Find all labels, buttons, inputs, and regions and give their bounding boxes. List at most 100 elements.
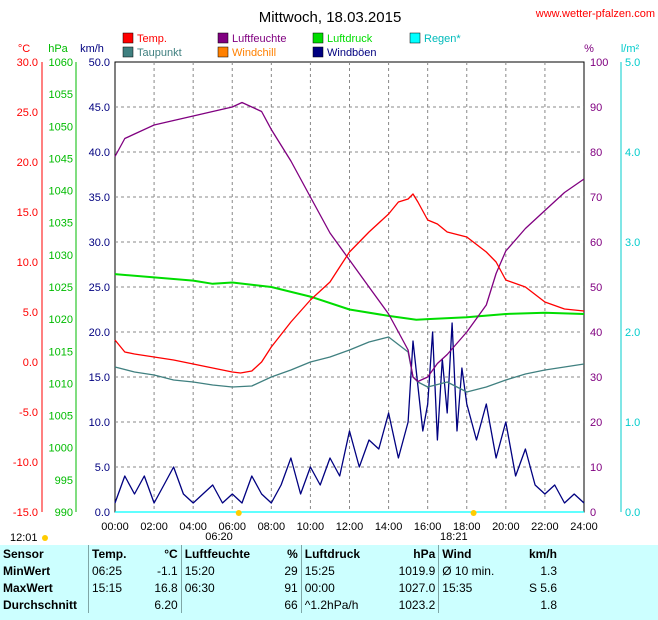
wind-time: 15:35 <box>438 579 516 596</box>
pressure-tick-label: 1060 <box>49 57 73 69</box>
rain-tick-label: 2.0 <box>625 327 640 339</box>
stats-row-max: MaxWert 15:15 16.8 06:30 91 00:00 1027.0… <box>0 579 560 596</box>
hdr-wind-unit: km/h <box>515 545 560 562</box>
pressure-time: 00:00 <box>300 579 383 596</box>
wind-tick-label: 35.0 <box>89 192 110 204</box>
humidity-tick-label: 30 <box>590 372 602 384</box>
x-tick-label: 00:00 <box>101 521 129 533</box>
axis-ticks: 30.0 25.0 20.0 15.0 10.0 5.0 0.0 -5.0 -10.0 -15.0… <box>13 57 640 533</box>
pressure-tick-label: 1055 <box>49 89 73 101</box>
x-tick-label: 24:00 <box>570 521 598 533</box>
statistics-table: Sensor Temp. °C Luftfeuchte % Luftdruck … <box>0 545 560 613</box>
moon-time: 12:01 <box>10 532 38 544</box>
humidity-tick-label: 100 <box>590 57 608 69</box>
wind-value: S 5.6 <box>528 580 557 595</box>
wind-tick-label: 20.0 <box>89 327 110 339</box>
wind-tick-label: 50.0 <box>89 57 110 69</box>
hdr-humidity: Luftfeuchte <box>180 545 276 562</box>
pressure-axis-unit: hPa <box>48 43 68 55</box>
wind-time <box>438 596 516 613</box>
legend-swatch <box>312 32 324 44</box>
legend-label: Luftdruck <box>327 33 373 45</box>
row-label: MaxWert <box>3 580 53 595</box>
legend-label: Windchill <box>232 47 276 59</box>
humidity-tick-label: 60 <box>590 237 602 249</box>
chart-title: Mittwoch, 18.03.2015 <box>259 9 402 26</box>
legend-label: Regen* <box>424 33 461 45</box>
wind-tick-label: 0.0 <box>95 507 110 519</box>
temp-value: -1.1 <box>157 563 178 578</box>
pressure-tick-label: 995 <box>55 475 73 487</box>
temp-tick-label: 0.0 <box>23 357 38 369</box>
stats-header-row: Sensor Temp. °C Luftfeuchte % Luftdruck … <box>0 545 560 562</box>
pressure-tick-label: 1025 <box>49 282 73 294</box>
wind-axis-unit: km/h <box>80 43 104 55</box>
hdr-temp: Temp. <box>88 545 143 562</box>
series-line-luftdruck <box>114 273 585 321</box>
rain-tick-label: 1.0 <box>625 417 640 429</box>
pressure-value: 1019.9 <box>398 563 436 578</box>
wind-tick-label: 5.0 <box>95 462 110 474</box>
temp-time: 15:15 <box>88 579 143 596</box>
pressure-time: 15:25 <box>300 562 383 579</box>
humidity-time: 06:30 <box>180 579 276 596</box>
hdr-wind: Wind <box>438 545 516 562</box>
pressure-tick-label: 1005 <box>49 411 73 423</box>
pressure-tick-label: 1035 <box>49 218 73 230</box>
hdr-pressure: Luftdruck <box>300 545 383 562</box>
x-tick-label: 22:00 <box>531 521 559 533</box>
grid-lines <box>115 62 584 512</box>
x-tick-label: 12:00 <box>336 521 364 533</box>
humidity-time: 15:20 <box>180 562 276 579</box>
series-line-taupunkt <box>114 336 585 393</box>
temp-value: 16.8 <box>154 580 178 595</box>
temp-tick-label: 30.0 <box>17 57 38 69</box>
weather-chart: Mittwoch, 18.03.2015 www.wetter-pfalzen.… <box>10 8 655 544</box>
moon-icon <box>42 535 48 541</box>
legend-swatch <box>217 32 229 44</box>
temp-time <box>88 596 143 613</box>
temp-tick-label: -15.0 <box>13 507 38 519</box>
pressure-tick-label: 1030 <box>49 250 73 262</box>
temp-tick-label: 5.0 <box>23 307 38 319</box>
legend-swatch <box>409 32 421 44</box>
sunrise-time: 06:20 <box>205 531 233 543</box>
temp-time: 06:25 <box>88 562 143 579</box>
temp-value: 6.20 <box>154 597 178 612</box>
pressure-tick-label: 1010 <box>49 378 73 390</box>
x-tick-label: 04:00 <box>179 521 207 533</box>
sunset-time: 18:21 <box>440 531 468 543</box>
hdr-pressure-unit: hPa <box>382 545 439 562</box>
pressure-tick-label: 990 <box>55 507 73 519</box>
temp-axis-unit: °C <box>18 43 30 55</box>
humidity-value: 66 <box>284 597 298 612</box>
temp-tick-label: -5.0 <box>19 407 38 419</box>
temp-tick-label: 25.0 <box>17 107 38 119</box>
wind-tick-label: 15.0 <box>89 372 110 384</box>
stats-row-min: MinWert 06:25 -1.1 15:20 29 15:25 1019.9… <box>0 562 560 579</box>
temp-tick-label: -10.0 <box>13 457 38 469</box>
humidity-tick-label: 90 <box>590 102 602 114</box>
wind-tick-label: 30.0 <box>89 237 110 249</box>
wind-time: Ø 10 min. <box>438 562 516 579</box>
humidity-time <box>180 596 276 613</box>
sunset-icon <box>470 510 477 516</box>
legend-label: Temp. <box>137 33 167 45</box>
legend-swatch <box>312 46 324 58</box>
legend-label: Windböen <box>327 47 377 59</box>
statistics-panel: Sensor Temp. °C Luftfeuchte % Luftdruck … <box>0 545 658 620</box>
pressure-tick-label: 1040 <box>49 186 73 198</box>
temp-tick-label: 20.0 <box>17 157 38 169</box>
x-tick-label: 16:00 <box>414 521 442 533</box>
sunrise-icon <box>235 510 242 516</box>
rain-tick-label: 0.0 <box>625 507 640 519</box>
sun-markers: 06:20 18:21 12:01 <box>10 510 477 544</box>
pressure-time: ^1.2hPa/h <box>300 596 383 613</box>
hdr-sensor: Sensor <box>0 545 89 562</box>
row-label: Durchschnitt <box>3 597 78 612</box>
x-tick-label: 02:00 <box>140 521 168 533</box>
pressure-tick-label: 1015 <box>49 346 73 358</box>
rain-axis-unit: l/m² <box>621 43 640 55</box>
hdr-humidity-unit: % <box>275 545 302 562</box>
wind-tick-label: 40.0 <box>89 147 110 159</box>
